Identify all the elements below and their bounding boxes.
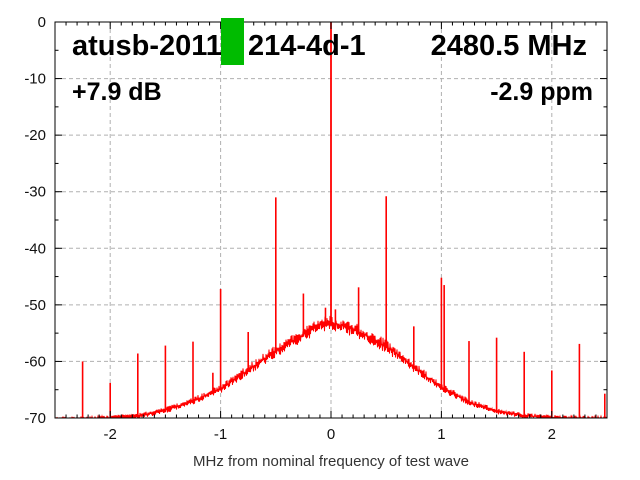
y-tick-label: -30: [24, 184, 46, 201]
x-tick-label: -1: [214, 426, 227, 443]
y-tick-label: -60: [24, 353, 46, 370]
x-tick-label: 2: [548, 426, 556, 443]
y-tick-label: -10: [24, 71, 46, 88]
y-tick-label: -20: [24, 127, 46, 144]
plot-title-left: atusb-2011: [72, 30, 222, 62]
x-tick-label: 1: [437, 426, 445, 443]
center-frequency-label: 2480.5 MHz: [431, 30, 587, 62]
gain-label: +7.9 dB: [72, 78, 162, 106]
y-tick-label: 0: [38, 14, 46, 31]
y-tick-label: -50: [24, 297, 46, 314]
trace-layer: [55, 22, 607, 418]
y-tick-label: -70: [24, 410, 46, 427]
axis-layer: -2 -1 0 1 20-10-20-30-40-50-60-70: [24, 14, 608, 443]
y-tick-label: -40: [24, 240, 46, 257]
x-tick-label: -2: [104, 426, 117, 443]
pass-marker: [221, 18, 244, 65]
x-tick-label: 0: [327, 426, 335, 443]
x-axis-title: MHz from nominal frequency of test wave: [193, 453, 469, 470]
plot-title-right: 214-4d-1: [248, 30, 366, 62]
ppm-offset-label: -2.9 ppm: [490, 78, 593, 106]
